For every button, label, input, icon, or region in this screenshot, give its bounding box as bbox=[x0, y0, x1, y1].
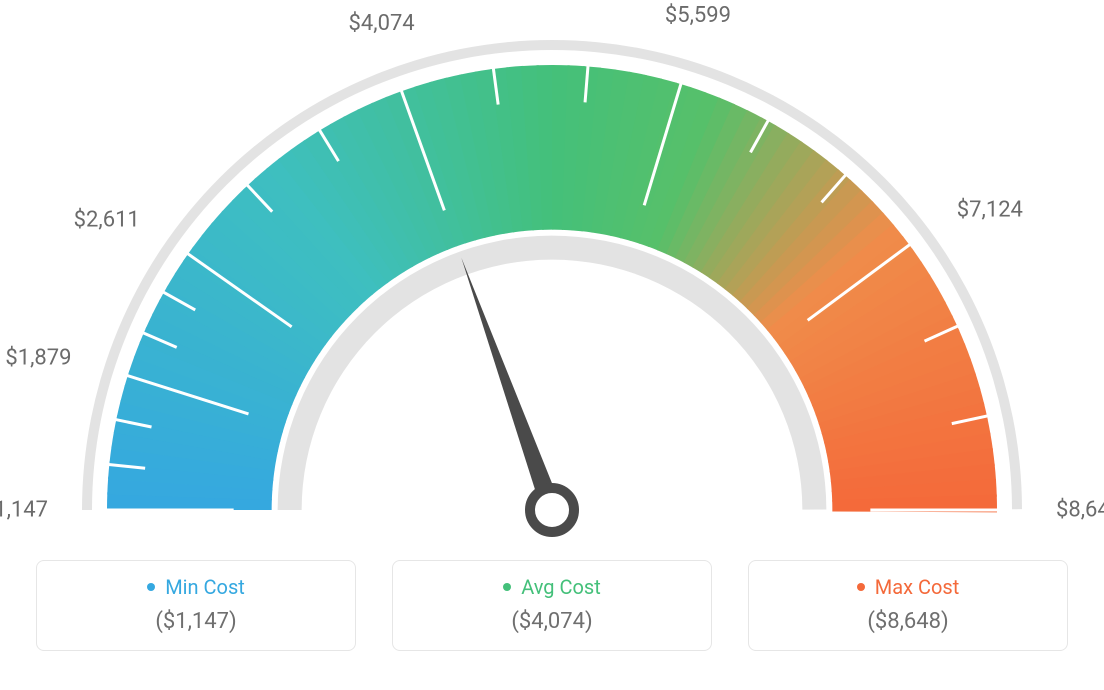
legend-title-avg: Avg Cost bbox=[503, 575, 601, 599]
gauge-scale-label: $2,611 bbox=[74, 207, 140, 232]
legend-row: Min Cost ($1,147) Avg Cost ($4,074) Max … bbox=[0, 560, 1104, 651]
cost-gauge-chart: $1,147 $1,879 $2,611 $4,074 $5,599 $7,124 $8,6… bbox=[0, 0, 1104, 690]
legend-value-min: ($1,147) bbox=[47, 609, 345, 634]
legend-dot-avg bbox=[503, 583, 511, 591]
gauge-scale-label: $8,648 bbox=[1056, 498, 1104, 523]
legend-card-avg: Avg Cost ($4,074) bbox=[392, 560, 712, 651]
gauge-scale-label: $1,147 bbox=[0, 498, 48, 523]
legend-title-min: Min Cost bbox=[147, 575, 245, 599]
legend-title-max-text: Max Cost bbox=[875, 575, 960, 599]
gauge-needle-hub bbox=[530, 488, 574, 532]
gauge-area: $1,147 $1,879 $2,611 $4,074 $5,599 $7,124 $8,6… bbox=[0, 0, 1104, 560]
legend-card-min: Min Cost ($1,147) bbox=[36, 560, 356, 651]
gauge-scale-label: $4,074 bbox=[349, 11, 415, 36]
legend-value-avg: ($4,074) bbox=[403, 609, 701, 634]
gauge-scale-label: $1,879 bbox=[5, 345, 71, 370]
legend-dot-min bbox=[147, 583, 155, 591]
legend-title-min-text: Min Cost bbox=[165, 575, 245, 599]
legend-card-max: Max Cost ($8,648) bbox=[748, 560, 1068, 651]
legend-dot-max bbox=[857, 583, 865, 591]
gauge-scale-label: $5,599 bbox=[665, 3, 731, 28]
gauge-svg bbox=[0, 0, 1104, 560]
legend-title-max: Max Cost bbox=[857, 575, 960, 599]
gauge-scale-label: $7,124 bbox=[957, 197, 1023, 222]
legend-title-avg-text: Avg Cost bbox=[521, 575, 601, 599]
gauge-needle bbox=[461, 257, 561, 513]
legend-value-max: ($8,648) bbox=[759, 609, 1057, 634]
